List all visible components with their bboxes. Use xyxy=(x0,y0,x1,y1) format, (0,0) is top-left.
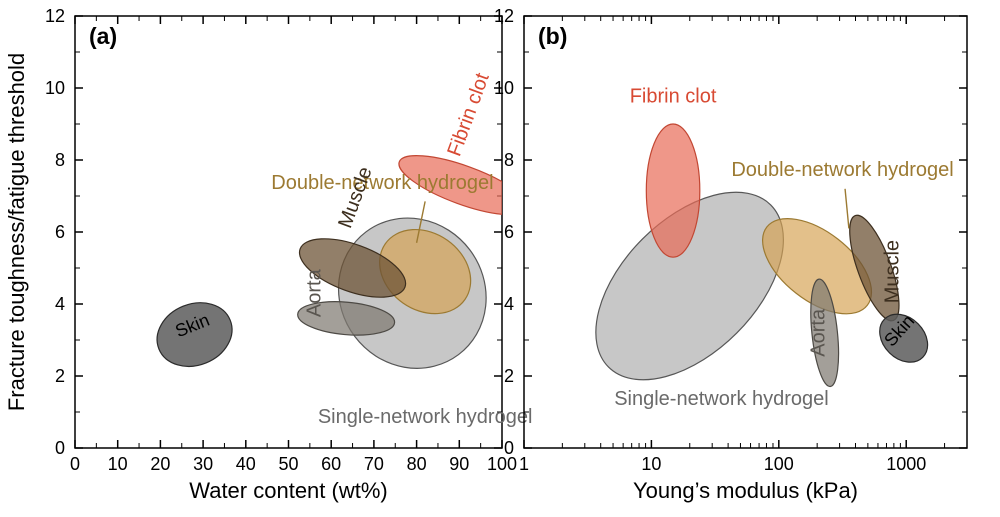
y-tick-label: 6 xyxy=(55,222,65,242)
y-tick-label: 12 xyxy=(494,6,514,26)
double_hydrogel_b-label: Double-network hydrogel xyxy=(731,159,953,181)
x-tick-label: 90 xyxy=(449,454,469,474)
y-tick-label: 0 xyxy=(504,438,514,458)
aorta_a-label: Aorta xyxy=(304,268,326,317)
x-tick-label: 60 xyxy=(321,454,341,474)
y-tick-label: 4 xyxy=(55,294,65,314)
x-tick-label: 20 xyxy=(150,454,170,474)
y-tick-label: 2 xyxy=(55,366,65,386)
y-tick-label: 12 xyxy=(45,6,65,26)
panel-a: 0246810120102030405060708090100Water con… xyxy=(45,6,534,503)
y-tick-label: 8 xyxy=(55,150,65,170)
aorta_b-label: Aorta xyxy=(808,308,830,357)
fibrin_a-label: Fibrin clot xyxy=(443,70,493,159)
x-axis-title-b: Young’s modulus (kPa) xyxy=(633,478,858,503)
figure-container: Fracture toughness/fatigue threshold 0 2 4 6… xyxy=(0,0,1000,517)
x-tick-label: 10 xyxy=(108,454,128,474)
y-axis-title: Fracture toughness/fatigue threshold xyxy=(4,53,29,411)
double_hydrogel_a-label: Double-network hydrogel xyxy=(271,172,493,194)
panel-letter-b: (b) xyxy=(538,23,567,49)
x-axis-title-a: Water content (wt%) xyxy=(189,478,387,503)
panel-b: 0 2 4 6 8 10 12 1 10 100 1000 Young’s modulus (kPa)… xyxy=(494,6,967,503)
y-tick-label: 10 xyxy=(494,78,514,98)
x-tick-label: 50 xyxy=(278,454,298,474)
x-tick-label: 1000 xyxy=(886,454,926,474)
y-tick-label: 8 xyxy=(504,150,514,170)
y-tick-label: 2 xyxy=(504,366,514,386)
single_hydrogel_a-label: Single-network hydrogel xyxy=(318,406,533,428)
y-tick-label: 10 xyxy=(45,78,65,98)
y-tick-label: 4 xyxy=(504,294,514,314)
x-tick-label: 100 xyxy=(764,454,794,474)
y-tick-label: 6 xyxy=(504,222,514,242)
figure-svg: Fracture toughness/fatigue threshold 0 2 4 6… xyxy=(0,0,1000,517)
x-tick-label: 70 xyxy=(364,454,384,474)
x-tick-label: 0 xyxy=(70,454,80,474)
x-tick-label: 10 xyxy=(641,454,661,474)
x-tick-label: 80 xyxy=(407,454,427,474)
single_hydrogel_b-label: Single-network hydrogel xyxy=(614,388,829,410)
panel-letter-a: (a) xyxy=(89,23,117,49)
fibrin_b xyxy=(646,124,700,257)
x-tick-label: 1 xyxy=(519,454,529,474)
x-tick-label: 30 xyxy=(193,454,213,474)
fibrin_b-label: Fibrin clot xyxy=(630,85,717,107)
y-tick-label: 0 xyxy=(55,438,65,458)
muscle_b-label: Muscle xyxy=(882,240,904,303)
x-tick-label: 40 xyxy=(236,454,256,474)
